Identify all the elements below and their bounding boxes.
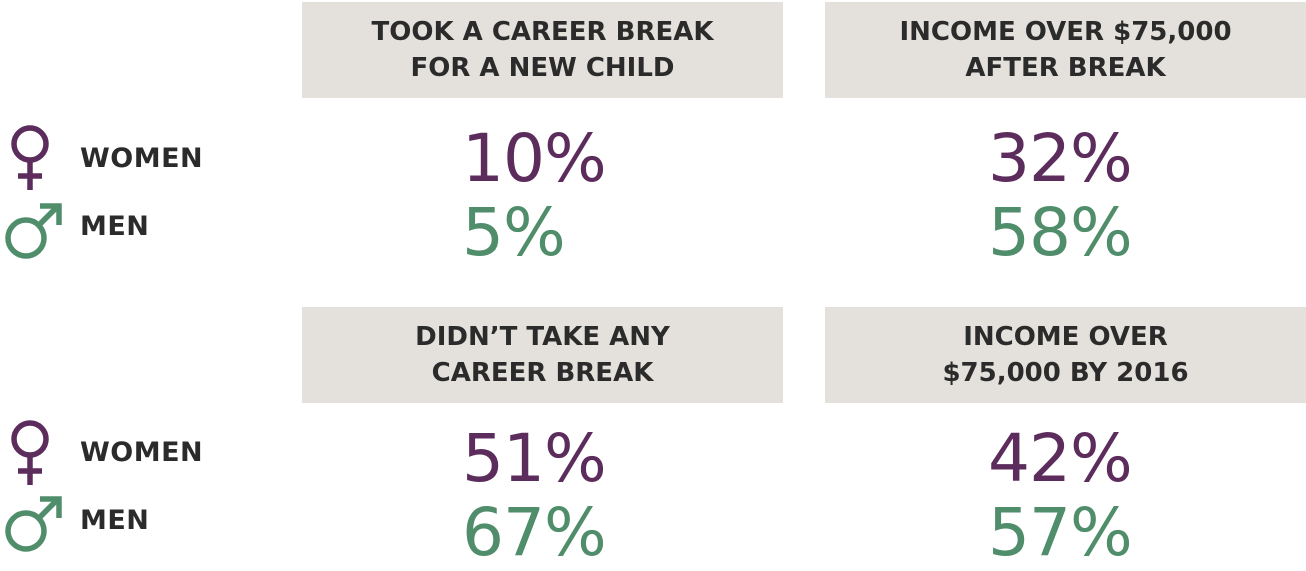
value-no-break-women: 51% [462,420,607,497]
legend-men-label: MEN [80,211,150,242]
value-took-break-women: 10% [462,120,607,197]
header-took-break: TOOK A CAREER BREAK FOR A NEW CHILD [302,2,783,98]
header-line-2: $75,000 BY 2016 [942,358,1189,388]
male-symbol-icon [5,203,62,259]
value-income-by-2016-men: 57% [988,494,1133,571]
value-income-by-2016-women: 42% [988,420,1133,497]
header-income-by-2016: INCOME OVER $75,000 BY 2016 [825,307,1306,403]
male-symbol-icon [5,496,62,552]
header-line-2: CAREER BREAK [431,358,654,388]
value-income-after-break-men: 58% [988,194,1133,271]
header-line-1: INCOME OVER $75,000 [899,17,1232,47]
female-symbol-icon [11,125,49,190]
value-income-after-break-women: 32% [988,120,1133,197]
header-line-1: TOOK A CAREER BREAK [371,17,714,47]
header-no-break: DIDN’T TAKE ANY CAREER BREAK [302,307,783,403]
value-no-break-men: 67% [462,494,607,571]
value-took-break-men: 5% [462,194,566,271]
legend-women-label: WOMEN [80,437,204,468]
header-line-1: INCOME OVER [963,322,1168,352]
header-line-2: AFTER BREAK [965,53,1166,83]
legend-men-label: MEN [80,505,150,536]
header-line-2: FOR A NEW CHILD [410,53,675,83]
header-income-after-break: INCOME OVER $75,000 AFTER BREAK [825,2,1306,98]
female-symbol-icon [11,420,49,485]
header-line-1: DIDN’T TAKE ANY [415,322,670,352]
legend-women-label: WOMEN [80,143,204,174]
